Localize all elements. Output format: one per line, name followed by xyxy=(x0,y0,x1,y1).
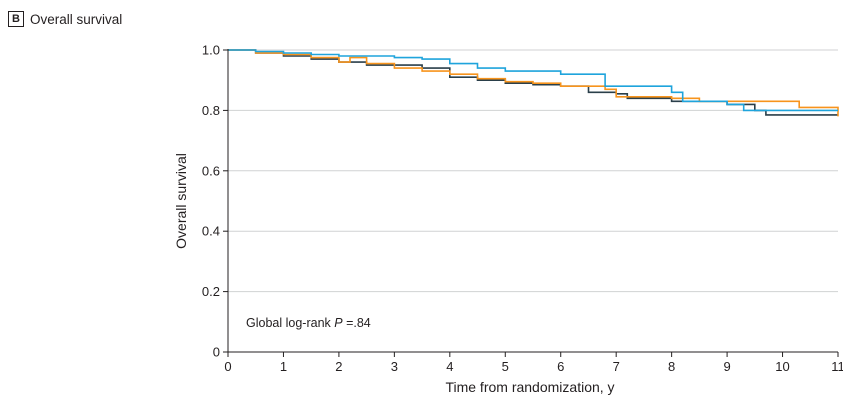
x-tick-label: 9 xyxy=(723,359,730,374)
annotation-p: P xyxy=(334,316,343,330)
annotation-suffix: =.84 xyxy=(343,316,371,330)
panel-title: Overall survival xyxy=(30,11,123,27)
panel-header: B Overall survival xyxy=(8,9,122,29)
y-tick-label: 0.2 xyxy=(202,284,220,299)
y-tick-label: 1.0 xyxy=(202,43,220,58)
survival-curve-3 xyxy=(228,49,838,112)
y-axis-label: Overall survival xyxy=(173,153,189,249)
gridlines xyxy=(228,49,838,293)
x-tick-label: 6 xyxy=(557,359,564,374)
x-tick-label: 2 xyxy=(335,359,342,374)
panel-letter-badge: B xyxy=(8,11,24,27)
survival-curves xyxy=(228,49,839,117)
y-tick-label: 0 xyxy=(213,345,220,360)
x-tick-label: 3 xyxy=(391,359,398,374)
survival-curve-2 xyxy=(228,49,839,117)
y-tick-label: 0.8 xyxy=(202,103,220,118)
x-tick-label: 7 xyxy=(613,359,620,374)
log-rank-annotation: Global log-rank P =.84 xyxy=(246,316,371,330)
x-tick-label: 1 xyxy=(280,359,287,374)
y-tick-label: 0.4 xyxy=(202,224,220,239)
y-tick-label: 0.6 xyxy=(202,163,220,178)
x-tick-label: 4 xyxy=(446,359,453,374)
axes: 0 0.2 0.4 0.6 0.8 1.0 0 1 2 3 4 5 6 7 8 9 10 11 xyxy=(202,43,843,375)
x-tick-label: 0 xyxy=(224,359,231,374)
x-tick-label: 5 xyxy=(502,359,509,374)
x-axis-label: Time from randomization, y xyxy=(445,379,614,395)
annotation-prefix: Global log-rank xyxy=(246,316,334,330)
x-tick-label: 10 xyxy=(775,359,789,374)
x-tick-label: 11 xyxy=(831,359,843,374)
x-tick-label: 8 xyxy=(668,359,675,374)
